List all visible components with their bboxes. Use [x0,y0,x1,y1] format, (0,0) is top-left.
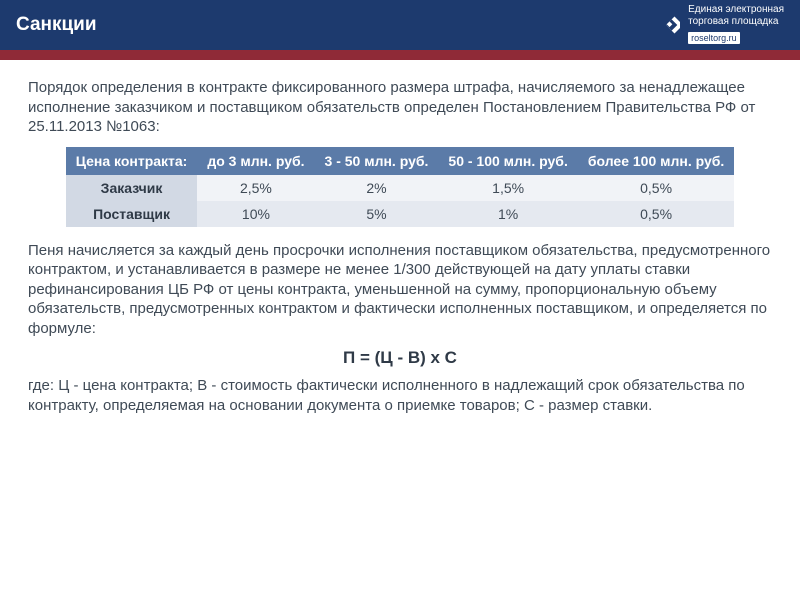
col-header: 3 - 50 млн. руб. [315,147,439,175]
cell: 10% [197,201,314,227]
page-title: Санкции [16,14,97,36]
brand-line1: Единая электронная [688,4,784,16]
intro-paragraph: Порядок определения в контракте фиксиров… [28,78,772,137]
cell: 1% [438,201,577,227]
cell: 5% [315,201,439,227]
row-label: Поставщик [66,201,198,227]
formula: П = (Ц - В) х С [28,348,772,368]
cell: 2,5% [197,175,314,201]
col-header: Цена контракта: [66,147,198,175]
cell: 1,5% [438,175,577,201]
accent-bar [0,50,800,60]
penalty-paragraph: Пеня начисляется за каждый день просрочк… [28,241,772,339]
cell: 0,5% [578,201,734,227]
table-header-row: Цена контракта: до 3 млн. руб. 3 - 50 мл… [66,147,735,175]
brand-line2: торговая площадка [688,16,784,28]
row-label: Заказчик [66,175,198,201]
col-header: до 3 млн. руб. [197,147,314,175]
brand-block: Единая электронная торговая площадка ros… [652,4,784,46]
table-row: Поставщик 10% 5% 1% 0,5% [66,201,735,227]
table-row: Заказчик 2,5% 2% 1,5% 0,5% [66,175,735,201]
penalty-table: Цена контракта: до 3 млн. руб. 3 - 50 мл… [66,147,735,227]
cell: 2% [315,175,439,201]
col-header: 50 - 100 млн. руб. [438,147,577,175]
formula-description: где: Ц - цена контракта; В - стоимость ф… [28,376,772,415]
brand-tag: roseltorg.ru [688,32,740,44]
brand-text-block: Единая электронная торговая площадка ros… [688,4,784,46]
header-bar: Санкции Единая электронная торговая площ… [0,0,800,50]
col-header: более 100 млн. руб. [578,147,734,175]
main-content: Порядок определения в контракте фиксиров… [0,60,800,435]
cell: 0,5% [578,175,734,201]
brand-logo-icon [652,11,680,39]
